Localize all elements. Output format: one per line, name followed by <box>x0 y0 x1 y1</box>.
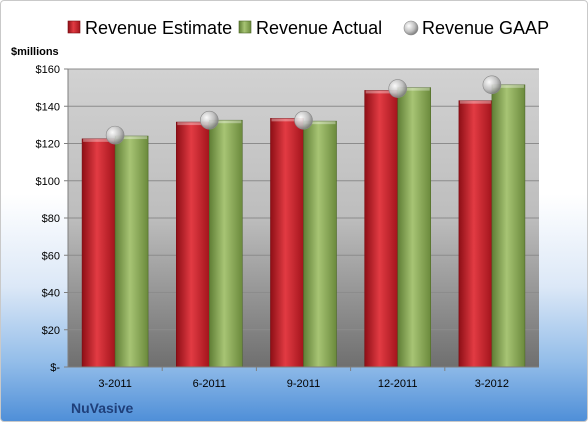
gaap-marker <box>200 110 219 130</box>
gaap-marker <box>105 125 125 145</box>
legend-label-actual: Revenue Actual <box>256 18 382 38</box>
bar-estimate <box>81 138 116 368</box>
bar-actual-highlight <box>210 120 242 124</box>
bar-estimate-highlight <box>365 90 397 94</box>
bar-actual-highlight <box>304 121 336 125</box>
legend: Revenue Estimate Revenue Actual Revenue … <box>67 18 549 38</box>
y-tick-label: $160 <box>36 64 60 76</box>
y-tick-label: $20 <box>42 325 60 337</box>
gaap-marker <box>388 79 408 98</box>
bar-estimate-highlight <box>83 138 115 142</box>
x-tick-label: 3-2011 <box>98 378 131 390</box>
y-tick-label: $100 <box>36 176 60 188</box>
company-name: NuVasive <box>71 400 133 416</box>
y-tick-label: $40 <box>42 288 60 300</box>
x-tick-label: 6-2011 <box>193 378 226 390</box>
bar-actual <box>397 87 432 368</box>
y-tick-label: $120 <box>36 139 60 151</box>
bar-estimate <box>458 100 493 368</box>
bar-actual-highlight <box>116 136 148 140</box>
y-tick-label: $60 <box>42 250 60 262</box>
legend-marker-gaap <box>403 20 419 36</box>
y-tick-label: $140 <box>36 101 60 113</box>
x-tick-label: 3-2012 <box>475 378 509 390</box>
bar-estimate-highlight <box>271 118 303 122</box>
x-tick-label: 12-2011 <box>378 378 418 390</box>
legend-swatch-actual <box>238 20 252 34</box>
bar-actual <box>303 120 337 368</box>
gaap-marker <box>294 110 313 130</box>
bar-estimate-highlight <box>459 100 491 104</box>
bar-actual <box>209 119 243 368</box>
bar-estimate <box>364 90 399 368</box>
y-tick-label: $80 <box>42 213 60 225</box>
bar-actual-highlight <box>492 84 524 88</box>
gaap-marker <box>482 75 502 95</box>
bar-actual <box>491 84 526 368</box>
gaap-markers <box>105 75 502 145</box>
y-axis-ticks: $- $20 $40 $60 $80 $100 $120 $140 $160 <box>36 64 61 374</box>
bar-actual <box>114 135 149 368</box>
bars <box>81 84 526 368</box>
legend-swatch-estimate <box>67 20 81 34</box>
x-axis-ticks: 3-2011 6-2011 9-2011 12-2011 3-2012 <box>98 367 509 390</box>
legend-label-estimate: Revenue Estimate <box>85 18 232 38</box>
x-tick-label: 9-2011 <box>287 378 320 390</box>
bar-actual-highlight <box>398 87 430 91</box>
legend-label-gaap: Revenue GAAP <box>422 18 549 38</box>
bar-estimate <box>270 118 304 368</box>
y-axis-label: $millions <box>11 46 59 58</box>
y-tick-label: $- <box>50 362 60 374</box>
bar-estimate-highlight <box>177 122 209 126</box>
bar-estimate <box>176 121 210 368</box>
